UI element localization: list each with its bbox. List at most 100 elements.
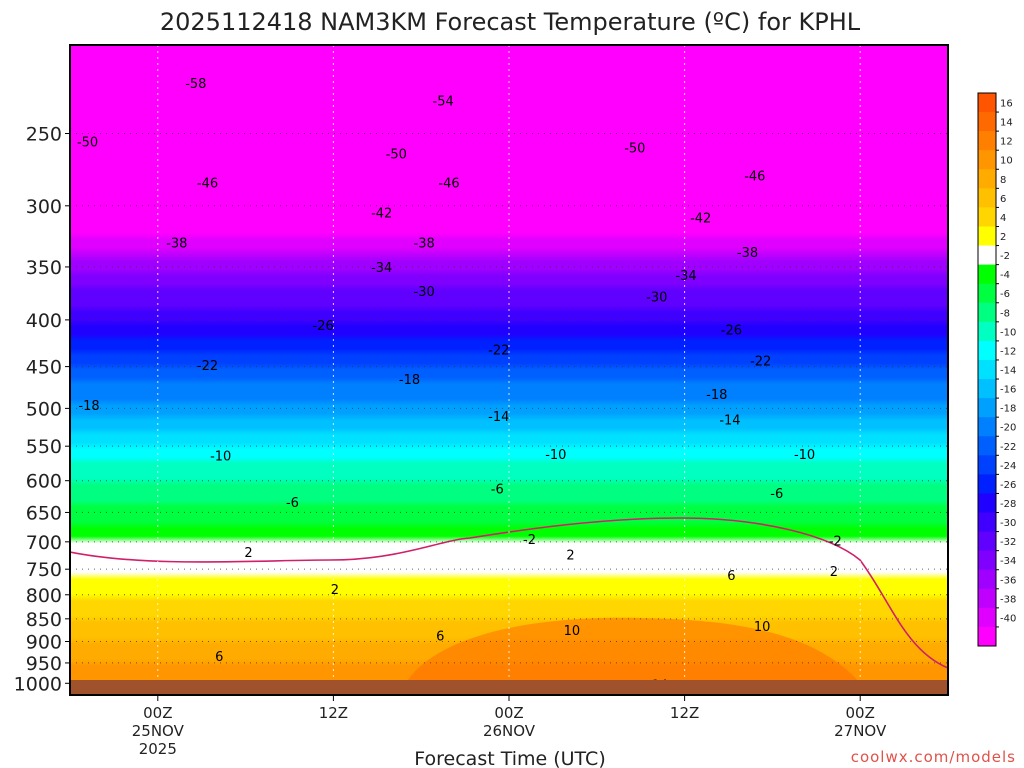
y-tick-label: 550 xyxy=(26,436,62,458)
contour-label: -10 xyxy=(545,448,566,463)
y-tick-label: 350 xyxy=(26,257,62,279)
y-tick-label: 450 xyxy=(26,357,62,379)
contour-label: -30 xyxy=(646,290,667,305)
colorbar-label: 2 xyxy=(1000,232,1006,243)
colorbar-label: -22 xyxy=(1000,442,1016,453)
contour-label: -22 xyxy=(750,354,771,369)
contour-label: -50 xyxy=(624,142,645,157)
ground-band xyxy=(70,680,948,695)
colorbar-label: -2 xyxy=(1000,251,1010,262)
colorbar-swatch xyxy=(978,493,996,513)
colorbar-swatch xyxy=(978,588,996,609)
colorbar-swatch xyxy=(978,340,996,361)
colorbar-swatch xyxy=(978,207,996,227)
contour-label: -38 xyxy=(166,236,187,251)
colorbar-label: -14 xyxy=(1000,366,1016,377)
colorbar-label: 16 xyxy=(1000,99,1013,110)
contour-label: -46 xyxy=(438,177,459,192)
plot-area: -58 -54 -50 -50 -50 -46 -46 -46 -42 -42 -38 -38 -38 -… xyxy=(69,44,949,696)
contour-label: -42 xyxy=(371,206,392,221)
colorbar-swatch xyxy=(978,550,996,571)
colorbar-label: 8 xyxy=(1000,175,1006,186)
colorbar-label: -34 xyxy=(1000,556,1016,567)
colorbar-label: -16 xyxy=(1000,385,1016,396)
colorbar-swatch xyxy=(978,226,996,246)
colorbar-label: -6 xyxy=(1000,289,1010,300)
contour-label: -10 xyxy=(794,448,815,463)
colorbar-label: -10 xyxy=(1000,327,1016,338)
colorbar-swatch xyxy=(978,302,996,323)
contour-label: -34 xyxy=(675,269,696,284)
x-tick-label: 00Z xyxy=(143,704,172,722)
colorbar-swatch xyxy=(978,131,996,151)
colorbar-swatch xyxy=(978,359,996,380)
field-overlays xyxy=(70,517,948,695)
contour-label: -22 xyxy=(197,359,218,374)
grid-lines xyxy=(70,45,948,695)
colorbar-swatch xyxy=(978,188,996,208)
colorbar-label: -36 xyxy=(1000,575,1016,586)
zero-degree-isotherm xyxy=(70,517,948,669)
contour-label: -6 xyxy=(286,496,299,511)
colorbar-swatch xyxy=(978,474,996,494)
contour-label: -42 xyxy=(690,212,711,227)
x-tick-label: 2025 xyxy=(139,740,177,758)
colorbar-label: 4 xyxy=(1000,213,1006,224)
contour-label: -50 xyxy=(77,135,98,150)
y-tick-label: 900 xyxy=(26,631,62,653)
colorbar-swatch xyxy=(978,607,996,628)
warm-core-region xyxy=(400,617,870,695)
contour-label: -2 xyxy=(829,535,842,550)
chart-title: 2025112418 NAM3KM Forecast Temperature (… xyxy=(160,8,861,36)
colorbar-swatch xyxy=(978,283,996,304)
y-tick-label: 950 xyxy=(26,653,62,675)
colorbar-swatch xyxy=(978,626,996,647)
colorbar-swatch xyxy=(978,245,996,266)
contour-label: 2 xyxy=(566,549,574,564)
y-axis: 2503003504004505005506006507007508008509… xyxy=(14,123,70,695)
colorbar-label: -26 xyxy=(1000,480,1016,491)
y-tick-label: 650 xyxy=(26,502,62,524)
colorbar-label: -28 xyxy=(1000,499,1016,510)
colorbar-label: -40 xyxy=(1000,613,1016,624)
contour-label: 6 xyxy=(436,630,444,645)
colorbar-label: -18 xyxy=(1000,404,1016,415)
contour-label: -6 xyxy=(770,487,783,502)
contour-label: -10 xyxy=(210,449,231,464)
contour-label: 2 xyxy=(830,565,838,580)
contour-label: 2 xyxy=(244,546,252,561)
colorbar-swatch xyxy=(978,112,996,132)
colorbar-label: -12 xyxy=(1000,346,1016,357)
y-tick-label: 600 xyxy=(26,471,62,493)
contour-label: -18 xyxy=(399,373,420,388)
x-tick-label: 00Z xyxy=(846,704,875,722)
x-tick-label: 27NOV xyxy=(834,722,887,740)
contour-labels: -58 -54 -50 -50 -50 -46 -46 -46 -42 -42 -38 -38 -38 -… xyxy=(77,77,842,694)
y-tick-label: 250 xyxy=(26,123,62,145)
x-tick-label: 00Z xyxy=(494,704,523,722)
contour-label: -46 xyxy=(744,170,765,185)
contour-label: -38 xyxy=(737,246,758,261)
colorbar-label: -24 xyxy=(1000,461,1016,472)
contour-label: -58 xyxy=(185,77,206,92)
contour-label: 6 xyxy=(727,569,735,584)
x-tick-label: 25NOV xyxy=(132,722,185,740)
colorbar-frame xyxy=(977,92,997,647)
colorbar-swatch xyxy=(978,455,996,475)
contour-label: -50 xyxy=(386,148,407,163)
contour-label: -2 xyxy=(523,533,536,548)
contour-label: -38 xyxy=(414,236,435,251)
contour-label: -18 xyxy=(706,388,727,403)
contour-label: -46 xyxy=(197,177,218,192)
contour-label: -30 xyxy=(414,285,435,300)
colorbar-label: -8 xyxy=(1000,308,1010,319)
colorbar-swatch xyxy=(978,398,996,418)
colorbar-swatch xyxy=(978,321,996,342)
x-tick-label: 12Z xyxy=(670,704,699,722)
colorbar-label: -32 xyxy=(1000,537,1016,548)
colorbar-label: 12 xyxy=(1000,137,1013,148)
source-label: coolwx.com/models xyxy=(851,748,1016,766)
colorbar-swatch xyxy=(978,93,996,113)
contour-label: -22 xyxy=(488,343,509,358)
